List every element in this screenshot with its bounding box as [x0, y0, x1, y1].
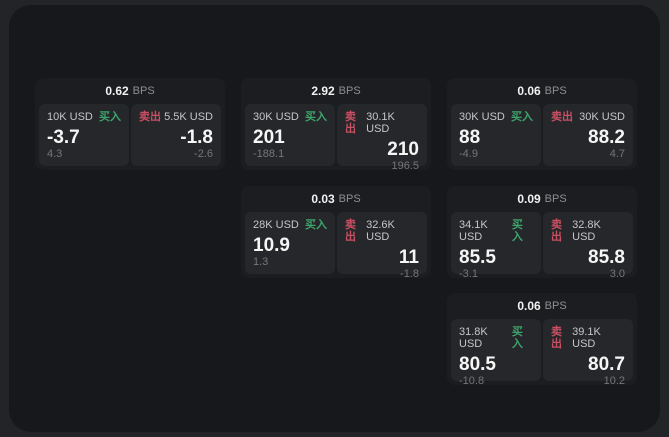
bps-value: 0.09	[517, 192, 541, 206]
sell-tile[interactable]: 卖出 39.1K USD 80.7 10.2	[543, 319, 633, 387]
sell-price: -1.8	[180, 127, 213, 148]
buy-change: -188.1	[253, 148, 285, 160]
sell-tile[interactable]: 卖出 30.1K USD 210 196.5	[337, 104, 427, 172]
sell-price: 85.8	[588, 247, 625, 268]
buy-tile[interactable]: 30K USD 买入 88 -4.9	[451, 104, 541, 166]
bps-unit-label: BPS	[544, 85, 567, 97]
sell-change: 4.7	[609, 148, 625, 160]
buy-amount: 34.1K USD	[459, 219, 488, 243]
sell-amount: 30K USD	[579, 111, 625, 123]
bps-unit-label: BPS	[338, 85, 361, 97]
buy-tile[interactable]: 34.1K USD 买入 85.5 -3.1	[451, 212, 541, 280]
buy-amount: 28K USD	[253, 219, 299, 231]
buy-amount: 31.8K USD	[459, 326, 488, 350]
quote-card: 0.62 BPS 10K USD 买入 -3.7 4.3 卖出 5.5K USD…	[35, 78, 225, 170]
card-header: 0.03 BPS	[241, 186, 431, 212]
buy-tile[interactable]: 31.8K USD 买入 80.5 -10.8	[451, 319, 541, 387]
sell-change: 10.2	[603, 375, 625, 387]
quote-card: 2.92 BPS 30K USD 买入 201 -188.1 卖出 30.1K …	[241, 78, 431, 172]
card-body: 31.8K USD 买入 80.5 -10.8 卖出 39.1K USD 80.…	[447, 319, 637, 387]
sell-price: 11	[398, 247, 419, 268]
sell-change: -1.8	[400, 268, 419, 280]
card-body: 28K USD 买入 10.9 1.3 卖出 32.6K USD 11 -1.8	[241, 212, 431, 280]
buy-price: 80.5	[459, 354, 496, 375]
bps-unit-label: BPS	[544, 193, 567, 205]
sell-label: 卖出	[551, 219, 562, 243]
buy-change: -3.1	[459, 268, 478, 280]
buy-label: 买入	[305, 111, 327, 123]
quote-card: 0.06 BPS 31.8K USD 买入 80.5 -10.8 卖出 39.1…	[447, 293, 637, 387]
main-panel: 0.62 BPS 10K USD 买入 -3.7 4.3 卖出 5.5K USD…	[9, 5, 660, 432]
buy-change: -10.8	[459, 375, 485, 387]
buy-change: -4.9	[459, 148, 478, 160]
buy-tile[interactable]: 28K USD 买入 10.9 1.3	[245, 212, 335, 274]
buy-price: 10.9	[253, 235, 290, 256]
sell-price: 210	[387, 139, 419, 160]
sell-amount: 30.1K USD	[366, 111, 395, 135]
buy-change: 1.3	[253, 256, 269, 268]
buy-price: 201	[253, 127, 285, 148]
sell-label: 卖出	[551, 326, 562, 350]
buy-amount: 10K USD	[47, 111, 93, 123]
sell-amount: 5.5K USD	[164, 111, 213, 123]
card-header: 0.06 BPS	[447, 293, 637, 319]
card-body: 34.1K USD 买入 85.5 -3.1 卖出 32.8K USD 85.8…	[447, 212, 637, 280]
buy-label: 买入	[99, 111, 121, 123]
sell-amount: 32.8K USD	[572, 219, 601, 243]
bps-unit-label: BPS	[544, 300, 567, 312]
bps-unit-label: BPS	[338, 193, 361, 205]
sell-amount: 39.1K USD	[572, 326, 601, 350]
buy-price: -3.7	[47, 127, 80, 148]
card-header: 0.62 BPS	[35, 78, 225, 104]
buy-label: 买入	[305, 219, 327, 231]
card-body: 30K USD 买入 201 -188.1 卖出 30.1K USD 210 1…	[241, 104, 431, 172]
sell-change: 196.5	[391, 160, 419, 172]
card-header: 0.09 BPS	[447, 186, 637, 212]
quote-card: 0.09 BPS 34.1K USD 买入 85.5 -3.1 卖出 32.8K…	[447, 186, 637, 280]
bps-unit-label: BPS	[132, 85, 155, 97]
sell-tile[interactable]: 卖出 32.6K USD 11 -1.8	[337, 212, 427, 280]
bps-value: 0.06	[517, 299, 541, 313]
bps-value: 0.03	[311, 192, 335, 206]
sell-label: 卖出	[139, 111, 161, 123]
sell-price: 80.7	[588, 354, 625, 375]
bps-value: 0.06	[517, 84, 541, 98]
buy-price: 88	[459, 127, 481, 148]
sell-tile[interactable]: 卖出 30K USD 88.2 4.7	[543, 104, 633, 166]
sell-label: 卖出	[345, 111, 356, 135]
card-body: 30K USD 买入 88 -4.9 卖出 30K USD 88.2 4.7	[447, 104, 637, 166]
card-header: 0.06 BPS	[447, 78, 637, 104]
sell-label: 卖出	[551, 111, 573, 123]
buy-change: 4.3	[47, 148, 63, 160]
sell-tile[interactable]: 卖出 32.8K USD 85.8 3.0	[543, 212, 633, 280]
quote-card: 0.06 BPS 30K USD 买入 88 -4.9 卖出 30K USD 8…	[447, 78, 637, 170]
sell-label: 卖出	[345, 219, 356, 243]
buy-amount: 30K USD	[253, 111, 299, 123]
buy-tile[interactable]: 30K USD 买入 201 -188.1	[245, 104, 335, 166]
bps-value: 0.62	[105, 84, 129, 98]
buy-label: 买入	[511, 219, 523, 243]
sell-change: 3.0	[609, 268, 625, 280]
card-body: 10K USD 买入 -3.7 4.3 卖出 5.5K USD -1.8 -2.…	[35, 104, 225, 166]
buy-label: 买入	[511, 111, 533, 123]
buy-amount: 30K USD	[459, 111, 505, 123]
bps-value: 2.92	[311, 84, 335, 98]
card-header: 2.92 BPS	[241, 78, 431, 104]
buy-price: 85.5	[459, 247, 496, 268]
quote-card: 0.03 BPS 28K USD 买入 10.9 1.3 卖出 32.6K US…	[241, 186, 431, 280]
sell-price: 88.2	[588, 127, 625, 148]
sell-tile[interactable]: 卖出 5.5K USD -1.8 -2.6	[131, 104, 221, 166]
buy-tile[interactable]: 10K USD 买入 -3.7 4.3	[39, 104, 129, 166]
buy-label: 买入	[511, 326, 523, 350]
sell-change: -2.6	[194, 148, 213, 160]
sell-amount: 32.6K USD	[366, 219, 395, 243]
